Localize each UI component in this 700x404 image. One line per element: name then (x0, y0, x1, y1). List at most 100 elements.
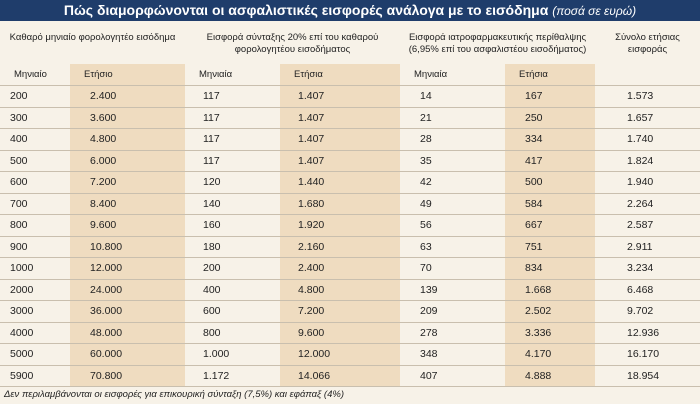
table-cell: 42 (420, 176, 432, 188)
shaded-column (505, 64, 595, 386)
table-cell: 2.160 (298, 240, 325, 253)
table-cell: 6.000 (90, 154, 117, 167)
table-cell: 70.800 (90, 369, 123, 382)
table-cell: 700 (10, 197, 28, 210)
table-cell: 1.740 (627, 133, 654, 145)
table-cell: 12.936 (627, 326, 660, 339)
table-cell: 2.264 (627, 197, 654, 210)
table-cell: 800 (203, 326, 221, 339)
table-cell: 8.400 (90, 197, 117, 210)
row-rule (0, 171, 700, 172)
table-cell: 3000 (10, 305, 34, 317)
table-cell: 1.172 (203, 369, 230, 382)
table-cell: 1.824 (627, 154, 654, 167)
row-rule (0, 257, 700, 258)
shaded-column (280, 64, 400, 386)
table-cell: 300 (10, 111, 28, 124)
table-cell: 2000 (10, 283, 34, 296)
table-cell: 407 (420, 369, 438, 382)
table-cell: 2.911 (627, 240, 653, 253)
table-cell: 120 (203, 176, 221, 188)
table-cell: 500 (525, 176, 543, 188)
row-rule (0, 386, 700, 387)
table-cell: 3.234 (627, 262, 654, 274)
table-cell: 36.000 (90, 305, 123, 317)
table-cell: 400 (203, 283, 221, 296)
row-rule (0, 106, 700, 108)
table-cell: 18.954 (627, 369, 660, 382)
table-cell: 12.000 (90, 262, 123, 274)
table-cell: 4.800 (298, 283, 325, 296)
table-cell: 5000 (10, 348, 34, 360)
table-cell: 209 (420, 305, 438, 317)
table-cell: 800 (10, 219, 28, 231)
table-cell: 14.066 (298, 369, 331, 382)
sub-header: Μηνιαία (414, 69, 448, 80)
table-cell: 1.680 (298, 197, 325, 210)
table-cell: 1000 (10, 262, 34, 274)
table-cell: 1.000 (203, 348, 230, 360)
table-cell: 48.000 (90, 326, 123, 339)
table-cell: 56 (420, 219, 432, 231)
row-rule (0, 321, 700, 323)
row-rule (0, 300, 700, 301)
table-cell: 2.400 (298, 262, 325, 274)
table-cell: 1.407 (298, 90, 325, 102)
table-cell: 584 (525, 197, 543, 210)
sub-header: Ετήσιο (84, 69, 113, 80)
table-cell: 1.407 (298, 154, 325, 167)
table-cell: 180 (203, 240, 221, 253)
row-rule (0, 343, 700, 344)
group-header: Εισφορά σύνταξης 20% επί του καθαρού φορ… (206, 32, 379, 55)
table-cell: 278 (420, 326, 438, 339)
row-rule (0, 128, 700, 129)
table-cell: 9.600 (90, 219, 117, 231)
table-cell: 250 (525, 111, 543, 124)
table-cell: 334 (525, 133, 543, 145)
row-rule (0, 235, 700, 237)
table-cell: 10.800 (90, 240, 123, 253)
table-cell: 4.170 (525, 348, 552, 360)
table-cell: 16.170 (627, 348, 660, 360)
title: Πώς διαμορφώνονται οι ασφαλιστικές εισφο… (63, 2, 549, 18)
table-cell: 751 (525, 240, 543, 253)
table-cell: 417 (525, 154, 543, 167)
table-cell: 7.200 (90, 176, 117, 188)
table-cell: 117 (203, 111, 220, 124)
row-rule (0, 214, 700, 215)
table-cell: 400 (10, 133, 28, 145)
footnote: Δεν περιλαμβάνονται οι εισφορές για επικ… (4, 389, 344, 400)
table-cell: 667 (525, 219, 543, 231)
table-cell: 2.587 (627, 219, 654, 231)
table-cell: 24.000 (90, 283, 123, 296)
row-rule (0, 149, 700, 151)
table-cell: 348 (420, 348, 438, 360)
table-cell: 1.657 (627, 111, 654, 124)
table-cell: 2.502 (525, 305, 552, 317)
table-cell: 6.468 (627, 283, 654, 296)
sub-header: Μηνιαία (199, 69, 233, 80)
table-cell: 60.000 (90, 348, 123, 360)
table-cell: 9.702 (627, 305, 654, 317)
table-cell: 49 (420, 197, 432, 210)
row-rule (0, 364, 700, 366)
table-cell: 3.336 (525, 326, 552, 339)
shaded-column (70, 64, 185, 386)
table-cell: 500 (10, 154, 28, 167)
table-cell: 160 (203, 219, 221, 231)
header-rule (0, 85, 700, 86)
table-cell: 1.920 (298, 219, 325, 231)
table-cell: 1.940 (627, 176, 654, 188)
title-note: (ποσά σε ευρώ) (552, 4, 637, 18)
table-cell: 7.200 (298, 305, 325, 317)
table-cell: 3.600 (90, 111, 117, 124)
group-header: Σύνολο ετήσιας εισφοράς (615, 32, 680, 55)
table-cell: 2.400 (90, 90, 117, 102)
title-bar: Πώς διαμορφώνονται οι ασφαλιστικές εισφο… (0, 0, 700, 21)
group-header: Καθαρό μηνιαίο φορολογητέο εισόδημα (9, 32, 176, 43)
table-cell: 600 (10, 176, 28, 188)
table-cell: 5900 (10, 369, 34, 382)
table-cell: 70 (420, 262, 432, 274)
sub-header: Μηνιαίο (14, 69, 47, 80)
